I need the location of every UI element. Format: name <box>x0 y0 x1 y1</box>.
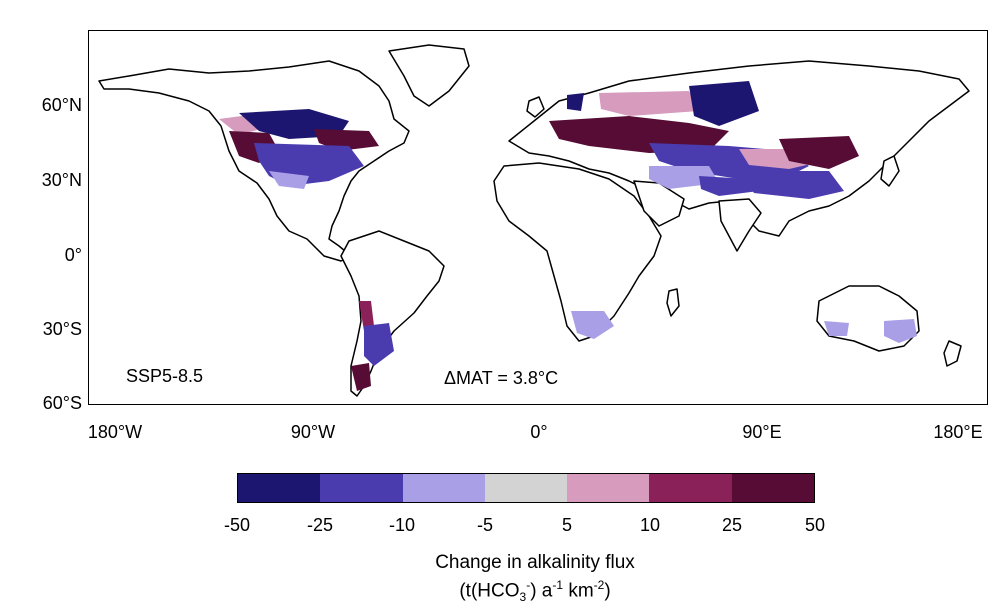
colorbar-swatch <box>484 474 568 502</box>
delta-mat-label: ΔMAT = 3.8°C <box>444 368 559 388</box>
colorbar-tick: -25 <box>306 515 333 535</box>
region-au-light-sw <box>824 321 849 336</box>
lon-tick-90w: 90°W <box>290 422 336 442</box>
lat-tick-30n: 30°N <box>41 170 82 190</box>
colorbar <box>237 473 815 503</box>
region-eu-dark-blue <box>567 93 584 111</box>
japan-outline <box>880 155 900 187</box>
lon-tick-180e: 180°E <box>933 422 983 442</box>
colorbar-tick: 50 <box>804 515 826 535</box>
lon-tick-180w: 180°W <box>87 422 143 442</box>
india-outline <box>718 198 762 252</box>
map-canvas <box>98 44 970 397</box>
region-au-light-se <box>884 319 917 343</box>
region-ea-maroon <box>779 136 859 169</box>
world-map <box>88 30 988 405</box>
colorbar-swatch <box>567 474 650 502</box>
colorbar-swatch <box>402 474 485 502</box>
region-ru-pink-west <box>599 91 699 116</box>
colorbar-tick: -50 <box>223 515 250 535</box>
colorbar-units: (t(HCO3-) a-1 km-2) <box>459 578 611 605</box>
lon-tick-90e: 90°E <box>742 422 782 442</box>
colorbar-tick: -10 <box>388 515 415 535</box>
new-zealand-outline <box>943 340 962 367</box>
colorbar-swatch <box>238 474 321 502</box>
madagascar-outline <box>666 288 680 317</box>
lat-tick-60s: 60°S <box>42 393 82 413</box>
colorbar-tick: 10 <box>639 515 661 535</box>
uk-outline <box>526 96 545 118</box>
colorbar-tick: 25 <box>721 515 743 535</box>
region-sa-dark <box>351 363 371 391</box>
greenland-outline <box>388 44 470 107</box>
region-ru-dark-blue <box>689 81 759 126</box>
scenario-label: SSP5-8.5 <box>126 366 204 386</box>
lat-tick-60n: 60°N <box>41 95 82 115</box>
region-sa-maroon <box>359 301 374 331</box>
colorbar-swatch <box>320 474 403 502</box>
colorbar-tick: -5 <box>476 515 493 535</box>
region-af-south-light <box>571 311 614 339</box>
region-sa-mid-blue <box>364 323 394 366</box>
region-eu-maroon <box>549 116 729 153</box>
lat-tick-0: 0° <box>64 245 82 265</box>
region-ea-blue <box>739 171 844 199</box>
colorbar-tick: 5 <box>561 515 572 535</box>
region-tibet-blue <box>699 176 759 196</box>
colorbar-swatch <box>649 474 732 502</box>
australia-outline <box>816 285 920 352</box>
region-na-light <box>269 171 309 189</box>
lon-tick-0: 0° <box>530 422 548 442</box>
lat-tick-30s: 30°S <box>42 319 82 339</box>
colorbar-title: Change in alkalinity flux <box>435 552 635 573</box>
colorbar-swatch <box>731 474 814 502</box>
